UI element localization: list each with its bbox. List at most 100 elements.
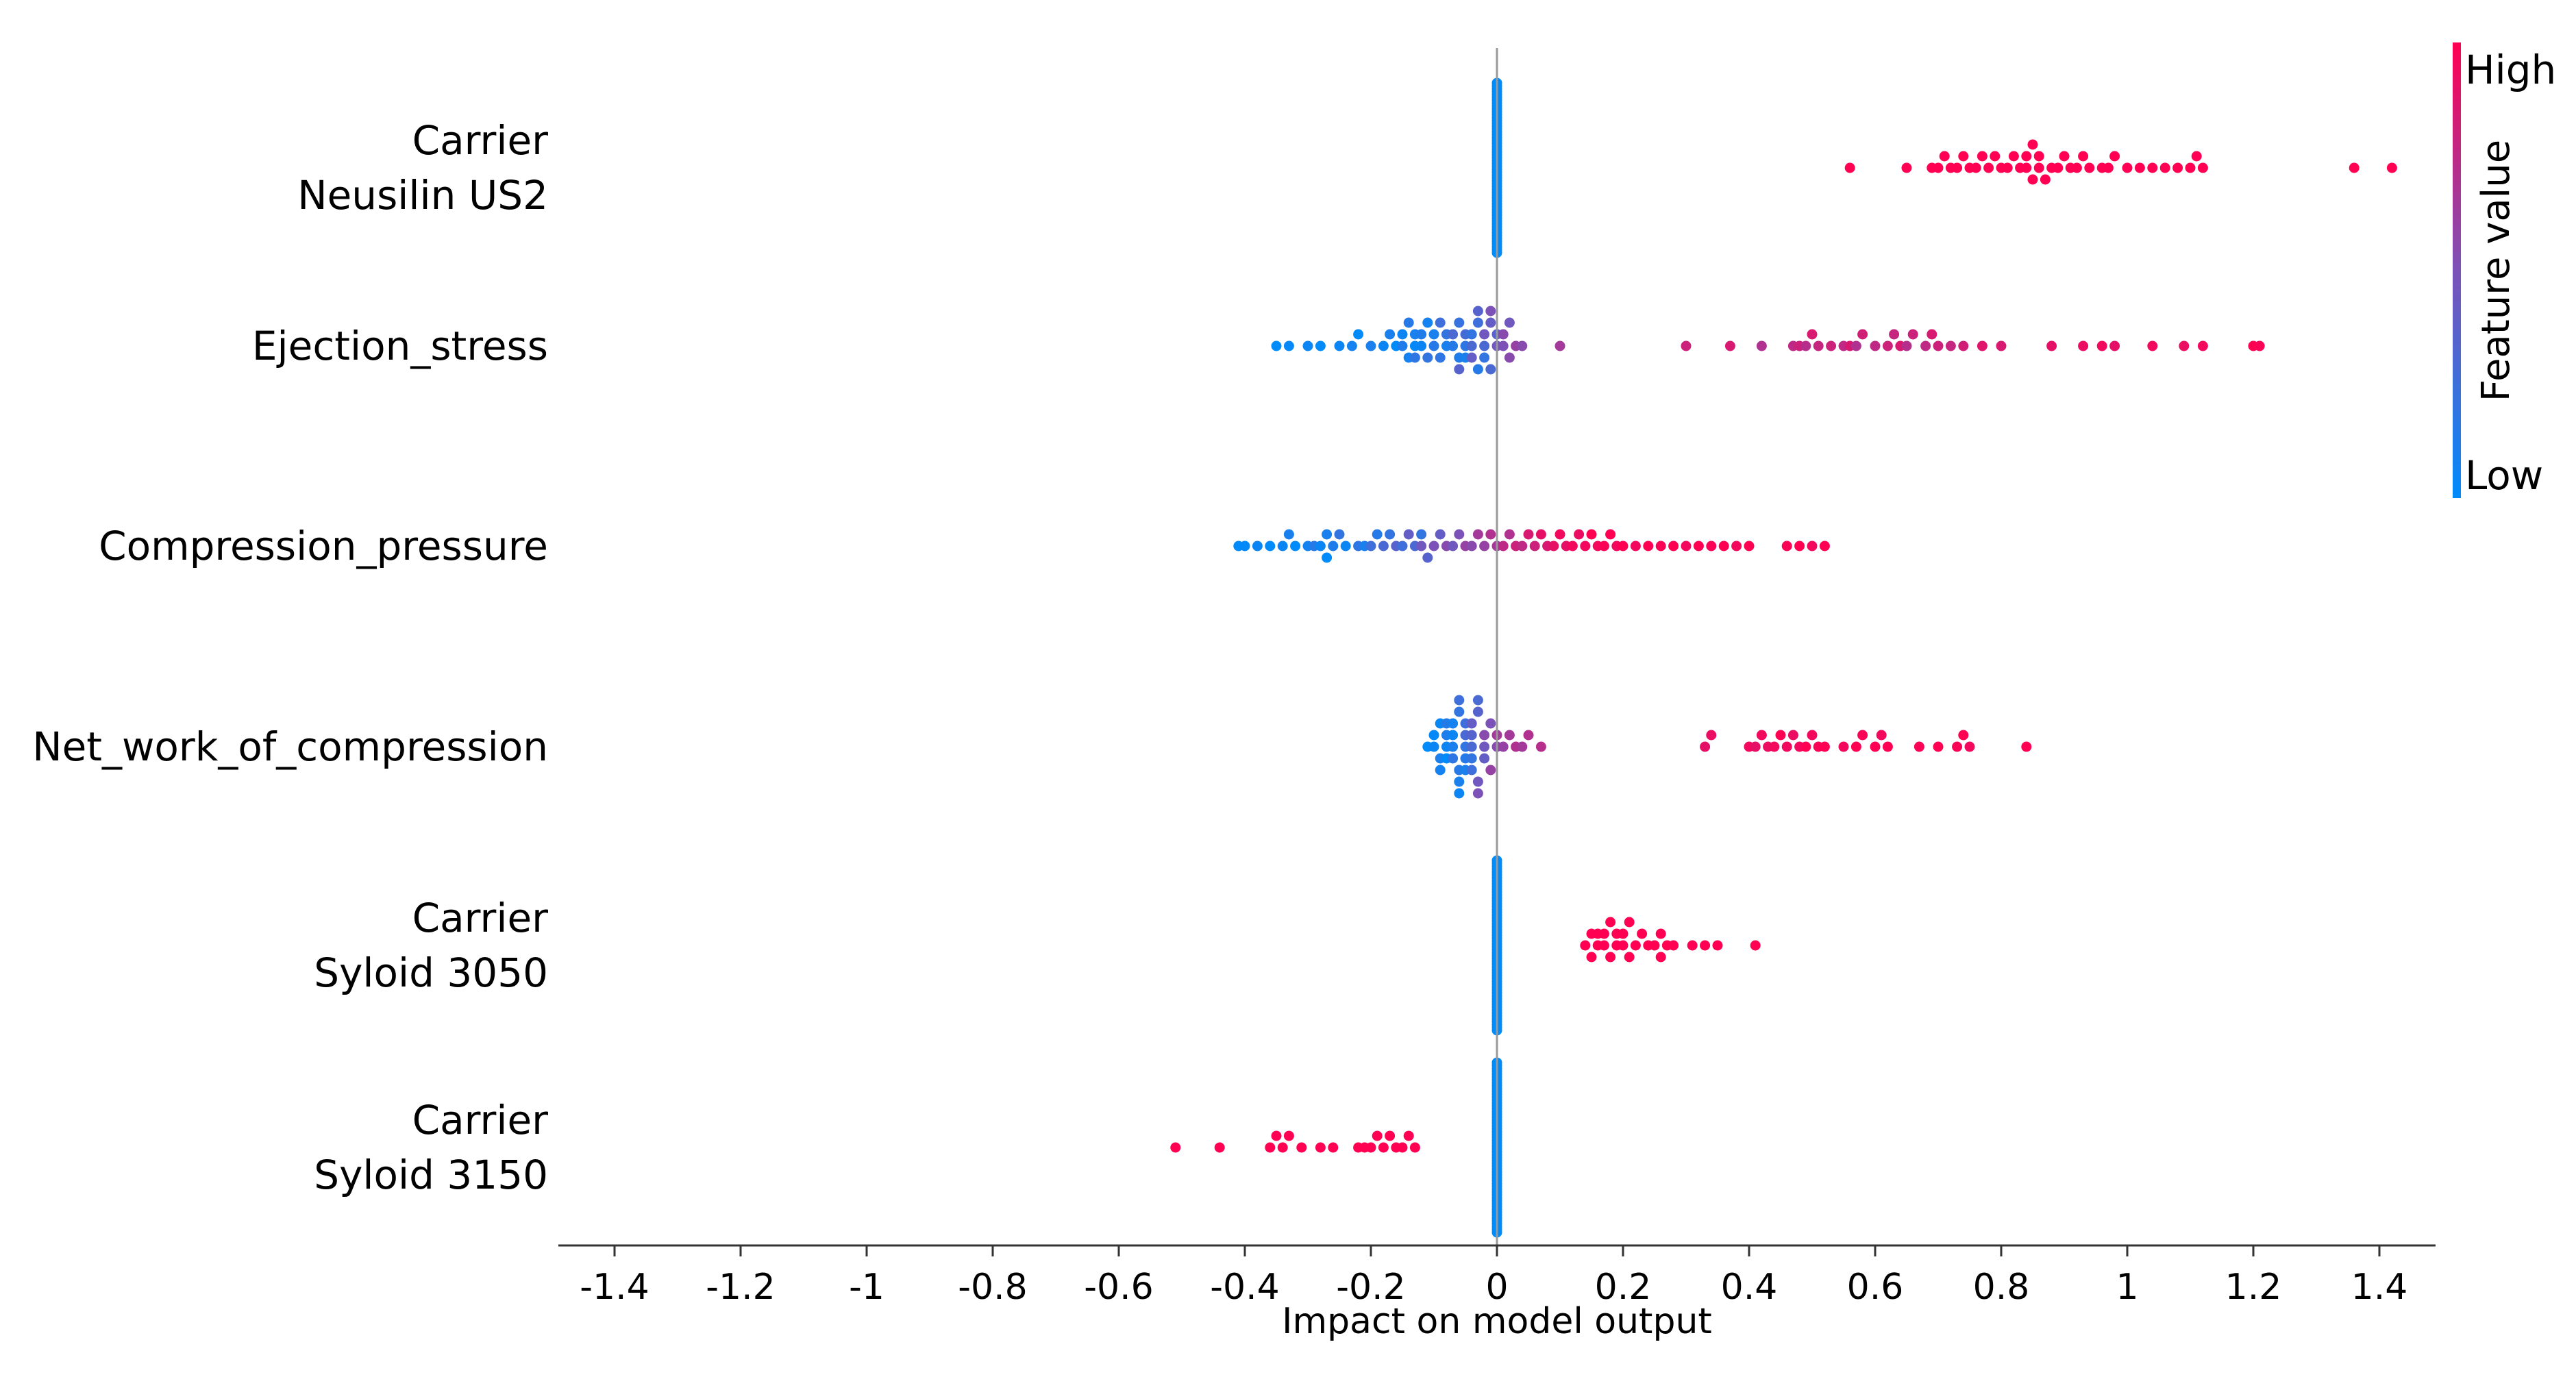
data-point (1435, 352, 1446, 363)
data-point (1850, 741, 1861, 752)
data-point (1655, 928, 1666, 939)
colorbar-high-label: High (2465, 47, 2556, 93)
data-point (1504, 317, 1515, 328)
data-point (1283, 340, 1294, 351)
data-point (1996, 340, 2007, 351)
data-point (2147, 340, 2158, 351)
data-point (1781, 741, 1792, 752)
data-point (1422, 352, 1433, 363)
data-point (2040, 174, 2051, 185)
data-point (1844, 162, 1855, 173)
data-point (1428, 741, 1439, 752)
data-point (1605, 529, 1616, 540)
data-point (1838, 741, 1849, 752)
data-point (1787, 730, 1798, 741)
data-point (1870, 340, 1881, 351)
data-point (1454, 776, 1465, 787)
data-point (1170, 1142, 1181, 1153)
data-point (1498, 329, 1509, 340)
data-point (1448, 753, 1459, 764)
data-point (1655, 541, 1666, 551)
data-point (1479, 329, 1490, 340)
data-point (1472, 776, 1483, 787)
data-point (1385, 529, 1396, 540)
data-point (1466, 718, 1477, 729)
data-point (1328, 541, 1339, 551)
data-point (1498, 741, 1509, 752)
data-point (1548, 541, 1559, 551)
data-point (1365, 340, 1376, 351)
data-point (1466, 753, 1477, 764)
data-point (1277, 1142, 1288, 1153)
data-point (1239, 541, 1250, 551)
data-point (1850, 340, 1861, 351)
data-point (1649, 940, 1660, 951)
data-point (1945, 340, 1956, 351)
data-point (1681, 541, 1692, 551)
data-point (1403, 317, 1414, 328)
data-point (1403, 1130, 1414, 1141)
data-point (1448, 741, 1459, 752)
data-point (1529, 541, 1540, 551)
data-point (1970, 162, 1981, 173)
x-tick-label: 1.4 (2351, 1267, 2408, 1308)
data-point (1681, 340, 1692, 351)
data-point (1744, 541, 1755, 551)
data-point (1807, 329, 1818, 340)
data-point (1567, 541, 1578, 551)
data-point (1416, 340, 1427, 351)
data-point (1479, 753, 1490, 764)
data-point (2191, 151, 2202, 162)
data-point (1315, 340, 1326, 351)
data-point (1485, 317, 1496, 328)
data-point (1958, 151, 1969, 162)
data-point (1214, 1142, 1225, 1153)
data-point (1504, 730, 1515, 741)
data-point (2053, 162, 2064, 173)
data-point (1700, 741, 1711, 752)
data-point (1718, 541, 1729, 551)
x-tick-label: -1 (849, 1267, 884, 1308)
data-point (1605, 917, 1616, 928)
data-point (1535, 529, 1546, 540)
data-point (1580, 940, 1591, 951)
data-point (2197, 340, 2208, 351)
data-point (1712, 940, 1723, 951)
data-point (1958, 730, 1969, 741)
data-point (1605, 952, 1616, 963)
data-point (1870, 741, 1881, 752)
x-tick-label: -0.6 (1084, 1267, 1153, 1308)
feature-label: Syloid 3150 (314, 1152, 548, 1198)
data-point (1769, 741, 1780, 752)
data-point (1485, 306, 1496, 317)
data-point (1668, 940, 1679, 951)
data-point (1315, 541, 1326, 551)
data-point (1397, 1142, 1408, 1153)
data-point (1448, 329, 1459, 340)
data-point (2109, 151, 2120, 162)
feature-label: Carrier (412, 895, 549, 941)
data-point (1397, 541, 1408, 551)
x-axis-label: Impact on model output (1282, 1301, 1712, 1342)
data-point (2109, 340, 2120, 351)
data-point (1775, 730, 1786, 741)
data-point (2027, 174, 2038, 185)
feature-label: Compression_pressure (99, 523, 548, 569)
data-point (1378, 541, 1389, 551)
data-point (1252, 541, 1263, 551)
data-point (2147, 162, 2158, 173)
data-point (1334, 529, 1345, 540)
data-point (2008, 151, 2019, 162)
data-point (1277, 541, 1288, 551)
data-point (1472, 788, 1483, 799)
data-point (1322, 552, 1333, 563)
data-point (1454, 364, 1465, 375)
data-point (1535, 741, 1546, 752)
data-point (1372, 529, 1383, 540)
data-point (1964, 741, 1975, 752)
data-point (1618, 541, 1628, 551)
data-point (1826, 340, 1837, 351)
data-point (2103, 162, 2114, 173)
data-point (1454, 529, 1465, 540)
data-point (1687, 940, 1698, 951)
